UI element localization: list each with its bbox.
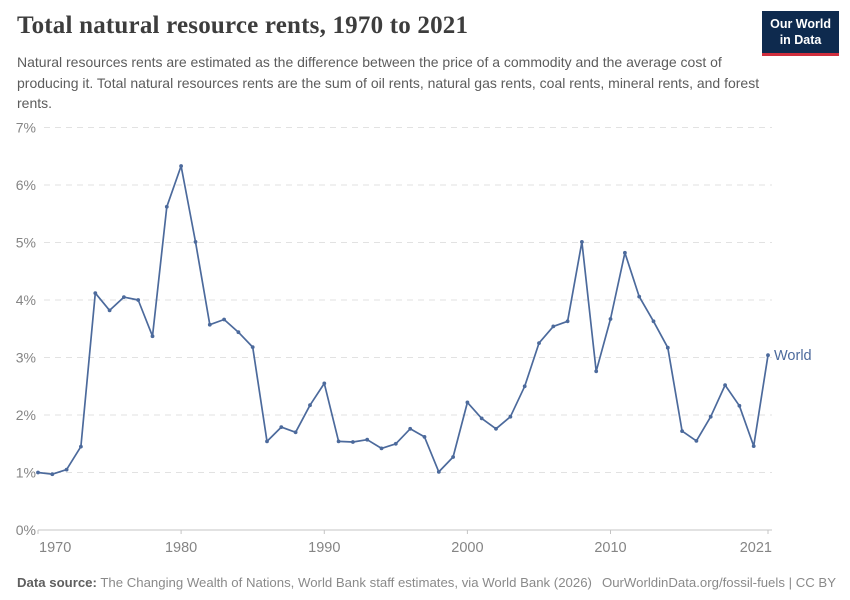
data-point[interactable] (250, 345, 255, 349)
data-point[interactable] (222, 317, 227, 322)
data-point[interactable] (193, 240, 198, 244)
data-point[interactable] (766, 353, 770, 358)
data-point[interactable] (336, 439, 341, 444)
data-point[interactable] (451, 455, 455, 459)
data-point[interactable] (365, 437, 370, 442)
data-point[interactable] (751, 444, 756, 448)
data-point[interactable] (708, 414, 713, 419)
y-tick-label: 5% (16, 235, 36, 251)
data-point[interactable] (79, 444, 83, 449)
data-point[interactable] (150, 334, 155, 339)
data-source: Data source: The Changing Wealth of Nati… (17, 575, 592, 590)
data-point[interactable] (122, 295, 126, 299)
data-point[interactable] (207, 322, 212, 327)
x-tick-label: 2000 (451, 540, 483, 556)
data-point[interactable] (408, 426, 413, 431)
owid-logo[interactable]: Our World in Data (762, 11, 839, 56)
series-end-label[interactable]: World (774, 348, 812, 364)
chart-footer: Data source: The Changing Wealth of Nati… (17, 575, 836, 590)
data-point[interactable] (508, 414, 513, 419)
data-point[interactable] (494, 426, 498, 431)
logo-line1: Our World (770, 17, 831, 31)
x-tick-label: 1990 (308, 540, 340, 556)
chart-canvas[interactable]: 0% 1% 2% 3% 4% 5% 6% 7% 1970 1980 1990 2000 2010 2021… (0, 115, 850, 575)
data-point[interactable] (322, 381, 327, 386)
y-tick-label: 7% (16, 120, 36, 136)
data-point[interactable] (680, 429, 684, 433)
data-point[interactable] (465, 400, 470, 405)
series-line[interactable] (37, 165, 769, 476)
y-tick-label: 3% (16, 350, 36, 366)
y-tick-label: 0% (16, 522, 36, 538)
data-point[interactable] (36, 470, 40, 475)
data-point[interactable] (665, 345, 670, 350)
data-point[interactable] (351, 440, 355, 444)
data-point[interactable] (136, 298, 141, 302)
data-point[interactable] (393, 441, 398, 446)
data-point[interactable] (279, 425, 284, 429)
y-tick-label: 4% (16, 292, 36, 308)
data-point[interactable] (436, 470, 441, 474)
data-point[interactable] (107, 308, 112, 313)
y-tick-label: 1% (16, 465, 36, 481)
data-point[interactable] (164, 204, 169, 209)
logo-line2: in Data (779, 33, 822, 48)
chart-subtitle: Natural resources rents are estimated as… (17, 54, 760, 112)
data-point[interactable] (179, 164, 184, 168)
data-point[interactable] (93, 291, 98, 295)
data-point[interactable] (565, 319, 570, 324)
data-point[interactable] (522, 384, 527, 389)
x-tick-label: 1980 (165, 540, 197, 556)
data-point[interactable] (623, 250, 627, 255)
data-point[interactable] (265, 439, 269, 444)
data-source-text: The Changing Wealth of Nations, World Ba… (100, 575, 592, 590)
data-point[interactable] (694, 439, 699, 443)
x-tick-label: 2021 (740, 540, 772, 556)
data-point[interactable] (637, 294, 642, 299)
credit-separator: | (784, 575, 796, 590)
y-tick-label: 6% (16, 177, 36, 193)
owid-link[interactable]: OurWorldinData.org/fossil-fuels (601, 575, 785, 590)
data-point[interactable] (64, 467, 69, 472)
footer-credit[interactable]: OurWorldinData.org/fossil-fuels | CC BY (602, 575, 836, 590)
data-point[interactable] (594, 369, 599, 374)
data-point[interactable] (551, 324, 556, 329)
data-source-label: Data source: (17, 575, 97, 590)
data-point[interactable] (50, 472, 55, 477)
chart-svg: 0% 1% 2% 3% 4% 5% 6% 7% 1970 1980 1990 2000 2010 2021… (16, 120, 812, 557)
data-point[interactable] (479, 416, 484, 421)
data-point[interactable] (236, 330, 241, 335)
data-point[interactable] (537, 341, 541, 345)
data-point[interactable] (651, 319, 656, 324)
y-tick-label: 2% (16, 407, 36, 423)
data-point[interactable] (293, 430, 298, 435)
data-point[interactable] (308, 403, 312, 408)
x-tick-label: 1970 (39, 540, 71, 556)
data-point[interactable] (723, 383, 727, 387)
page-title: Total natural resource rents, 1970 to 20… (17, 12, 469, 39)
data-point[interactable] (422, 435, 427, 439)
data-point[interactable] (608, 317, 613, 321)
data-point[interactable] (580, 240, 584, 244)
license-label: CC BY (795, 575, 836, 590)
x-tick-label: 2010 (594, 540, 626, 556)
data-point[interactable] (737, 403, 742, 408)
data-point[interactable] (379, 446, 384, 451)
